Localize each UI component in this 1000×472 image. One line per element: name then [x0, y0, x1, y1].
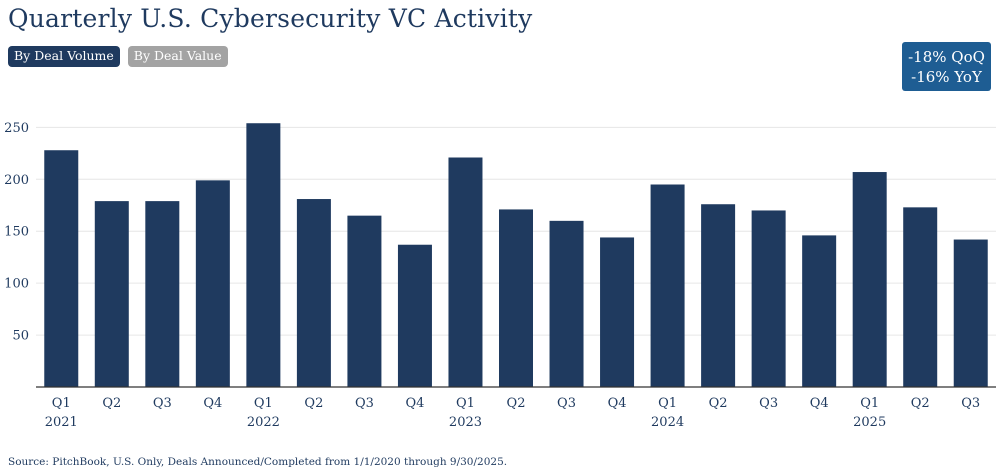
x-tick-label: Q2 [304, 396, 323, 411]
bar[interactable] [246, 123, 281, 387]
by-deal-volume-button[interactable]: By Deal Volume [8, 46, 120, 67]
bar[interactable] [852, 172, 887, 387]
bar[interactable] [549, 220, 584, 387]
bar[interactable] [499, 209, 533, 387]
x-tick-label: Q2 [507, 396, 526, 411]
x-tick-label: Q3 [961, 396, 980, 411]
y-tick-label: 100 [4, 277, 29, 292]
x-tick-label: Q2 [709, 396, 728, 411]
x-tick-label: Q3 [759, 396, 778, 411]
x-tick-label: Q4 [405, 396, 424, 411]
axes: 50 100 150 200 250 Q1 2021 Q2 Q3 Q4 Q1 2022 Q2 Q3 Q4 Q1… [4, 121, 996, 430]
bar[interactable] [94, 201, 129, 387]
year-label: 2023 [449, 415, 482, 430]
bar[interactable] [903, 207, 938, 387]
by-deal-value-button[interactable]: By Deal Value [127, 46, 228, 67]
x-tick-label: Q4 [608, 396, 627, 411]
x-tick-label: Q2 [102, 396, 121, 411]
yoy-change: -16% YoY [911, 67, 982, 86]
y-tick-label: 150 [4, 225, 29, 240]
x-tick-label: Q1 [52, 396, 71, 411]
y-tick-label: 250 [4, 121, 29, 136]
chart-title: Quarterly U.S. Cybersecurity VC Activity [8, 4, 533, 33]
bar[interactable] [701, 204, 736, 387]
bars [44, 123, 988, 388]
bar[interactable] [296, 199, 331, 387]
x-tick-label: Q3 [355, 396, 374, 411]
bar[interactable] [751, 210, 786, 387]
source-note: Source: PitchBook, U.S. Only, Deals Anno… [8, 456, 508, 468]
bar[interactable] [44, 150, 79, 387]
year-label: 2024 [651, 415, 684, 430]
bar[interactable] [145, 201, 180, 387]
x-tick-label: Q3 [557, 396, 576, 411]
bar[interactable] [953, 239, 988, 387]
x-tick-label: Q1 [860, 396, 879, 411]
bar[interactable] [448, 157, 483, 388]
qoq-change: -18% QoQ [908, 47, 985, 66]
x-tick-label: Q2 [911, 396, 930, 411]
year-label: 2021 [45, 415, 78, 430]
bar[interactable] [802, 235, 837, 387]
x-tick-label: Q1 [658, 396, 677, 411]
x-tick-label: Q3 [153, 396, 172, 411]
year-label: 2022 [247, 415, 280, 430]
year-label: 2025 [853, 415, 886, 430]
x-tick-label: Q4 [203, 396, 222, 411]
x-tick-label: Q4 [810, 396, 829, 411]
bar[interactable] [397, 244, 432, 387]
bar[interactable] [600, 237, 635, 387]
x-tick-label: Q1 [254, 396, 273, 411]
change-badge: -18% QoQ -16% YoY [902, 42, 991, 91]
y-tick-label: 50 [12, 329, 29, 344]
metric-toggle-group: By Deal Volume By Deal Value [8, 46, 228, 67]
x-tick-label: Q1 [456, 396, 475, 411]
y-tick-label: 200 [4, 173, 29, 188]
bar[interactable] [650, 184, 685, 388]
bar[interactable] [195, 180, 230, 387]
bar[interactable] [347, 215, 382, 387]
